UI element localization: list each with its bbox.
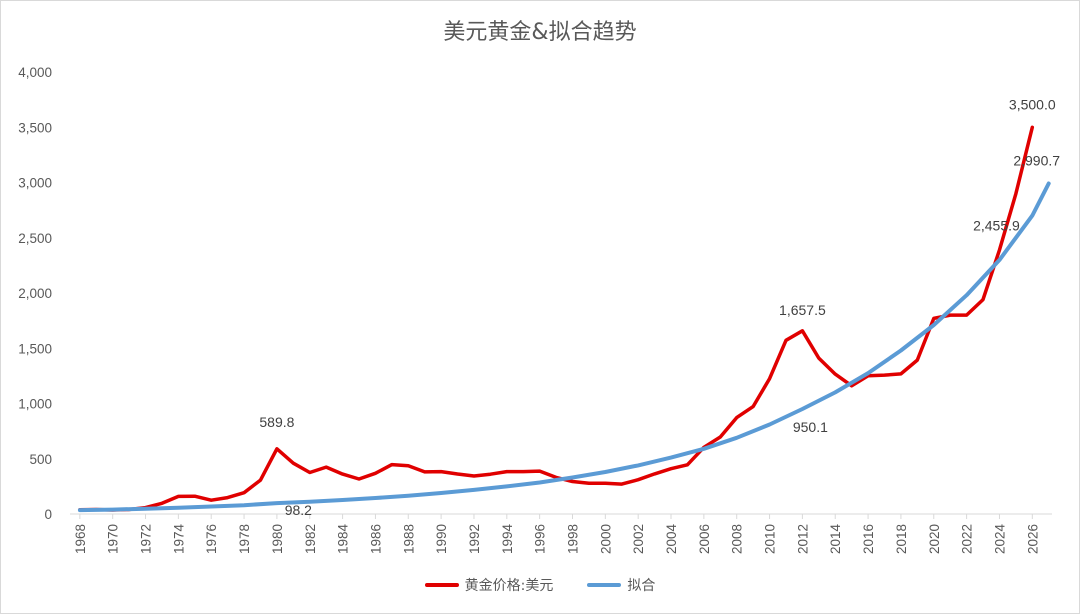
y-tick-label: 3,500 bbox=[18, 120, 52, 135]
x-tick-label: 1976 bbox=[204, 524, 219, 554]
data-label: 3,500.0 bbox=[1009, 96, 1056, 112]
x-tick-label: 2018 bbox=[894, 524, 909, 554]
x-tick-label: 2008 bbox=[730, 524, 745, 554]
data-label: 589.8 bbox=[259, 414, 294, 430]
data-label: 2,990.7 bbox=[1013, 153, 1060, 169]
x-tick-label: 2012 bbox=[795, 524, 810, 554]
x-tick-label: 2004 bbox=[664, 524, 679, 555]
x-tick-label: 2022 bbox=[960, 524, 975, 554]
x-tick-label: 1986 bbox=[368, 524, 383, 554]
x-tick-label: 1992 bbox=[467, 524, 482, 554]
x-tick-label: 2014 bbox=[828, 524, 843, 555]
x-tick-label: 1972 bbox=[139, 524, 154, 554]
y-tick-label: 3,000 bbox=[18, 176, 52, 191]
legend-swatch-gold bbox=[424, 583, 459, 587]
x-tick-label: 2010 bbox=[763, 524, 778, 554]
x-tick-label: 1980 bbox=[270, 524, 285, 554]
data-label: 2,455.9 bbox=[973, 218, 1020, 234]
x-tick-label: 2026 bbox=[1025, 524, 1040, 554]
x-tick-label: 1998 bbox=[565, 524, 580, 554]
x-tick-label: 2000 bbox=[598, 524, 613, 554]
series-line-fit bbox=[77, 181, 1051, 513]
legend-item-gold: 黄金价格:美元 bbox=[424, 575, 554, 595]
x-tick-label: 1978 bbox=[237, 524, 252, 554]
series-line-gold bbox=[78, 125, 1035, 512]
x-tick-label: 2016 bbox=[861, 524, 876, 554]
x-tick-label: 1982 bbox=[303, 524, 318, 554]
legend-label-gold: 黄金价格:美元 bbox=[464, 578, 554, 594]
x-tick-label: 1996 bbox=[533, 524, 548, 554]
y-tick-label: 500 bbox=[29, 452, 52, 467]
y-tick-label: 1,500 bbox=[18, 341, 52, 356]
x-tick-label: 1974 bbox=[171, 524, 186, 555]
x-tick-label: 2024 bbox=[992, 524, 1007, 555]
y-tick-label: 4,000 bbox=[18, 65, 52, 80]
x-tick-label: 1984 bbox=[336, 524, 351, 555]
data-label: 98.2 bbox=[285, 502, 312, 518]
data-label: 950.1 bbox=[793, 419, 828, 435]
x-tick-label: 1994 bbox=[500, 524, 515, 555]
x-tick-label: 1988 bbox=[401, 524, 416, 554]
legend: 黄金价格:美元 拟合 bbox=[0, 575, 1080, 595]
y-tick-label: 1,000 bbox=[18, 397, 52, 412]
x-tick-label: 1968 bbox=[73, 524, 88, 554]
x-tick-label: 2006 bbox=[697, 524, 712, 554]
x-tick-label: 2002 bbox=[631, 524, 646, 554]
chart-title: 美元黄金&拟合趋势 bbox=[443, 20, 637, 45]
data-label: 1,657.5 bbox=[779, 302, 826, 318]
legend-label-fit: 拟合 bbox=[627, 578, 656, 594]
y-tick-label: 2,500 bbox=[18, 231, 52, 246]
x-tick-label: 1990 bbox=[434, 524, 449, 554]
legend-swatch-fit bbox=[587, 583, 622, 587]
y-tick-label: 0 bbox=[44, 507, 52, 522]
y-tick-label: 2,000 bbox=[18, 286, 52, 301]
legend-item-fit: 拟合 bbox=[587, 575, 655, 595]
x-tick-label: 1970 bbox=[106, 524, 121, 554]
x-tick-label: 2020 bbox=[927, 524, 942, 554]
